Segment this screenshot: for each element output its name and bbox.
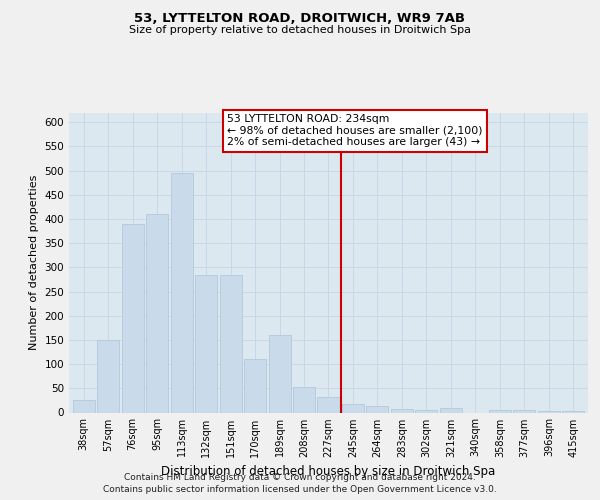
Bar	[514, 410, 535, 412]
Text: 53, LYTTELTON ROAD, DROITWICH, WR9 7AB: 53, LYTTELTON ROAD, DROITWICH, WR9 7AB	[134, 12, 466, 26]
Bar	[489, 410, 511, 412]
Bar	[244, 360, 266, 412]
Bar	[122, 224, 143, 412]
Text: Contains public sector information licensed under the Open Government Licence v3: Contains public sector information licen…	[103, 485, 497, 494]
Y-axis label: Number of detached properties: Number of detached properties	[29, 175, 39, 350]
Text: Contains HM Land Registry data © Crown copyright and database right 2024.: Contains HM Land Registry data © Crown c…	[124, 472, 476, 482]
Bar	[538, 410, 560, 412]
Bar	[220, 274, 242, 412]
Bar	[146, 214, 168, 412]
Bar	[269, 335, 290, 412]
Bar	[73, 400, 95, 412]
Bar	[195, 274, 217, 412]
Bar	[391, 408, 413, 412]
Bar	[562, 410, 584, 412]
Bar	[97, 340, 119, 412]
Bar	[367, 406, 388, 412]
Bar	[170, 173, 193, 412]
Text: Size of property relative to detached houses in Droitwich Spa: Size of property relative to detached ho…	[129, 25, 471, 35]
Bar	[317, 397, 340, 412]
Bar	[293, 387, 315, 412]
Bar	[440, 408, 462, 412]
Text: 53 LYTTELTON ROAD: 234sqm
← 98% of detached houses are smaller (2,100)
2% of sem: 53 LYTTELTON ROAD: 234sqm ← 98% of detac…	[227, 114, 483, 147]
Bar	[415, 410, 437, 412]
X-axis label: Distribution of detached houses by size in Droitwich Spa: Distribution of detached houses by size …	[161, 465, 496, 478]
Bar	[342, 404, 364, 412]
